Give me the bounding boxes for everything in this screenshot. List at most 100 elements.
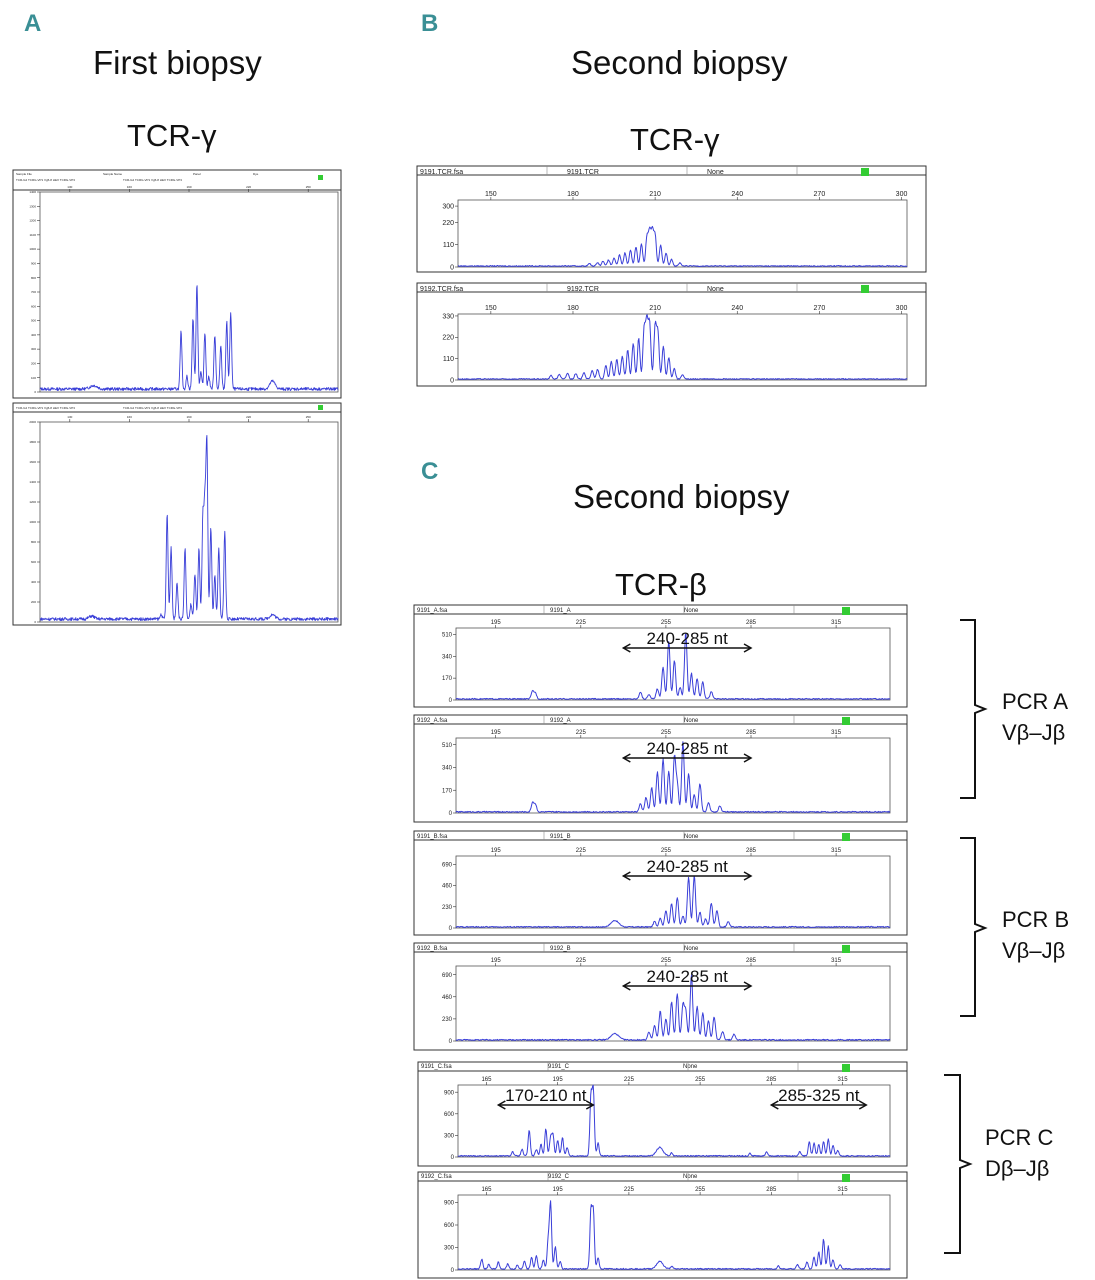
x-tick-label: 315 — [831, 958, 842, 964]
chart-c3: 9191_B.fsa 9191_B None 195 225 255 285 315 690 46… — [413, 830, 908, 936]
y-tick-label: 0 — [449, 926, 453, 932]
chart-header-text: None — [707, 286, 724, 293]
x-tick-label: 195 — [491, 730, 502, 736]
x-tick-label: 195 — [491, 848, 502, 854]
x-tick-label: 195 — [553, 1077, 564, 1083]
chart-header-text: Sample Name — [103, 172, 122, 176]
x-tick-label: 250 — [306, 185, 311, 189]
chart-b1: 9191.TCR.fsa 9191.TCR None 150 180 210 240 270 3… — [416, 165, 927, 273]
chart-a1: Sample File Sample Name Panel Dye TCR-G2 TCR… — [12, 169, 342, 399]
span-label: 240-285 nt — [647, 739, 729, 758]
x-tick-label: 300 — [896, 191, 908, 198]
chart-header-text: None — [684, 946, 699, 952]
y-tick-label: 0 — [451, 1155, 455, 1161]
y-tick-label: 1000 — [29, 520, 36, 524]
chart-header-text: 9191_C — [548, 1064, 570, 1070]
y-tick-label: 600 — [444, 1223, 455, 1229]
y-tick-label: 1300 — [29, 204, 36, 208]
y-tick-label: 1200 — [29, 219, 36, 223]
x-tick-label: 240 — [731, 191, 743, 198]
chart-header-text: 9192_C.fsa — [421, 1174, 452, 1180]
x-tick-label: 130 — [67, 415, 72, 419]
y-tick-label: 1400 — [29, 480, 36, 484]
y-tick-label: 1600 — [29, 460, 36, 464]
y-tick-label: 500 — [31, 319, 36, 323]
group-label-line1: PCR B — [1002, 907, 1070, 932]
y-tick-label: 600 — [31, 560, 36, 564]
x-tick-label: 315 — [831, 620, 842, 626]
panel-c-subtitle: TCR-β — [615, 567, 707, 602]
span-label: 285-325 nt — [778, 1086, 860, 1105]
x-tick-label: 225 — [576, 730, 587, 736]
panel-a-subtitle: TCR-γ — [127, 118, 217, 153]
chart-header-text: 9192_C — [548, 1174, 570, 1180]
status-marker — [842, 1174, 850, 1182]
y-tick-label: 700 — [31, 290, 36, 294]
x-tick-label: 225 — [576, 620, 587, 626]
group-label-line2: Vβ–Jβ — [1002, 938, 1066, 963]
chart-header-text: None — [684, 718, 699, 724]
y-tick-label: 0 — [34, 620, 36, 624]
span-label: 240-285 nt — [647, 967, 729, 986]
y-tick-label: 0 — [450, 377, 454, 384]
chart-header-text: Sample File — [16, 172, 32, 176]
status-marker — [861, 285, 869, 293]
status-marker — [842, 833, 850, 841]
x-tick-label: 250 — [306, 415, 311, 419]
y-tick-label: 340 — [442, 654, 453, 660]
plot-area-frame — [455, 965, 891, 1042]
x-tick-label: 150 — [485, 305, 497, 312]
x-tick-label: 225 — [624, 1077, 635, 1083]
y-tick-label: 400 — [31, 333, 36, 337]
y-tick-label: 510 — [442, 633, 453, 639]
x-tick-label: 270 — [814, 305, 826, 312]
group-label-line2: Vβ–Jβ — [1002, 720, 1066, 745]
span-arrowhead — [585, 1100, 595, 1110]
panel-c-title: Second biopsy — [573, 478, 790, 515]
chart-header-text: None — [684, 608, 699, 614]
y-tick-label: 1000 — [29, 247, 36, 251]
x-tick-label: 130 — [67, 185, 72, 189]
chart-header-text: None — [683, 1174, 698, 1180]
chart-header-text: 9191_C.fsa — [421, 1064, 452, 1070]
chart-header-text: 9191_B.fsa — [417, 834, 448, 840]
chart-header-text: 9191.TCR — [567, 169, 599, 176]
chart-header-text: TCR-G2 TCRG-VP1 Vg5-8 HEX TCRG-VP3 — [16, 406, 75, 410]
chart-header-text: TCR-G2 TCRG-VP1 Vg5-8 HEX TCRG-VP3 — [123, 406, 182, 410]
plot-area-frame — [457, 1084, 891, 1158]
x-tick-label: 285 — [766, 1077, 777, 1083]
y-tick-label: 170 — [442, 676, 453, 682]
x-tick-label: 315 — [831, 730, 842, 736]
x-tick-label: 190 — [186, 185, 191, 189]
group-label-line2: Dβ–Jβ — [985, 1156, 1050, 1181]
trace-line — [455, 741, 891, 813]
x-tick-label: 255 — [661, 958, 672, 964]
trace-line — [457, 1084, 891, 1157]
status-marker — [318, 405, 323, 410]
y-tick-label: 800 — [31, 276, 36, 280]
group-label-pcr-b: PCR B Vβ–Jβ — [1002, 904, 1069, 966]
y-tick-label: 0 — [451, 1268, 455, 1274]
chart-header-text: None — [683, 1064, 698, 1070]
chart-header-text: 9192.TCR — [567, 286, 599, 293]
chart-c5: 9191_C.fsa 9191_C None 165 195 225 255 285 315 90… — [417, 1061, 908, 1167]
chart-c6: 9192_C.fsa 9192_C None 165 195 225 255 285 315 90… — [417, 1171, 908, 1279]
status-marker — [842, 1064, 850, 1072]
group-label-pcr-a: PCR A Vβ–Jβ — [1002, 686, 1068, 748]
trace-line — [457, 314, 908, 380]
span-arrowhead — [743, 871, 753, 881]
y-tick-label: 690 — [442, 862, 453, 868]
y-tick-label: 230 — [442, 905, 453, 911]
plot-area-frame — [457, 199, 908, 268]
trace-line — [457, 1200, 891, 1270]
y-tick-label: 460 — [442, 995, 453, 1001]
x-tick-label: 160 — [127, 415, 132, 419]
x-tick-label: 315 — [838, 1077, 849, 1083]
chart-header-text: 9192_B.fsa — [417, 946, 448, 952]
y-tick-label: 330 — [442, 313, 454, 320]
y-tick-label: 170 — [442, 788, 453, 794]
chart-header-text: 9191_A — [550, 608, 571, 614]
trace-line — [455, 875, 891, 928]
y-tick-label: 1200 — [29, 500, 36, 504]
chart-header-text: 9191_B — [550, 834, 571, 840]
